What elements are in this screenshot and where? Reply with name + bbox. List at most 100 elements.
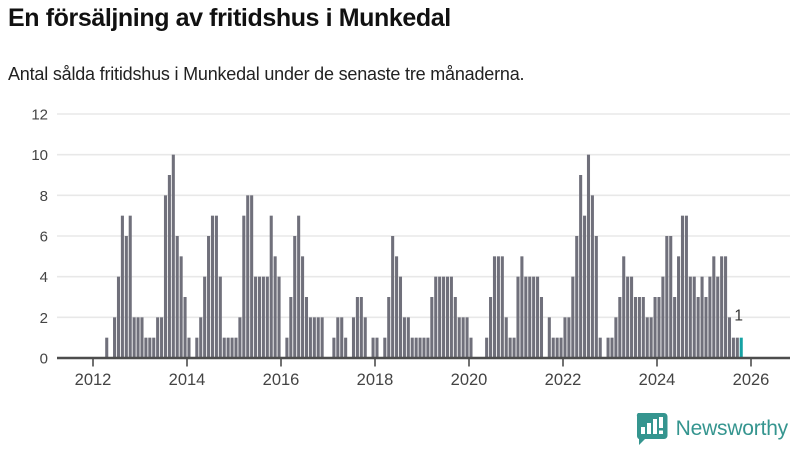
bar xyxy=(626,276,630,358)
bar xyxy=(547,317,551,358)
bar xyxy=(696,297,700,358)
bar xyxy=(465,317,469,358)
bar xyxy=(579,175,583,358)
bar xyxy=(398,276,403,358)
bar xyxy=(708,276,712,358)
bar xyxy=(457,317,461,358)
bar xyxy=(406,317,410,358)
bar xyxy=(598,337,602,358)
bar xyxy=(199,317,203,358)
bar xyxy=(383,337,387,358)
bar xyxy=(653,297,657,358)
bar xyxy=(175,236,179,358)
last-value-label: 1 xyxy=(734,308,743,325)
bar xyxy=(187,337,191,358)
bar xyxy=(332,337,336,358)
bar xyxy=(559,337,563,358)
bar xyxy=(148,337,152,358)
y-axis-label: 8 xyxy=(40,188,48,205)
bar xyxy=(257,276,262,358)
bar xyxy=(500,256,504,358)
bar xyxy=(489,297,493,358)
bar xyxy=(410,337,414,358)
bar xyxy=(265,276,269,358)
bar xyxy=(230,337,234,358)
bar xyxy=(649,317,653,358)
bar xyxy=(351,317,356,358)
bar xyxy=(308,317,312,358)
y-axis-label: 4 xyxy=(40,269,48,286)
bar xyxy=(590,195,594,358)
y-axis-label: 0 xyxy=(40,351,48,368)
bar xyxy=(633,297,638,358)
bar xyxy=(203,276,207,358)
bar xyxy=(716,276,720,358)
bar xyxy=(504,317,508,358)
bar xyxy=(418,337,422,358)
bar xyxy=(563,317,567,358)
y-axis-label: 2 xyxy=(40,310,48,327)
bar xyxy=(167,175,171,358)
bar xyxy=(320,317,324,358)
bar xyxy=(426,337,430,358)
bar xyxy=(528,276,532,358)
bar xyxy=(226,337,230,358)
bar xyxy=(496,256,500,358)
bar xyxy=(684,215,688,358)
x-axis-label: 2022 xyxy=(545,371,582,389)
bar xyxy=(301,256,305,358)
bar xyxy=(132,317,136,358)
bar xyxy=(285,337,289,358)
bar xyxy=(344,337,348,358)
bar xyxy=(261,276,265,358)
bar xyxy=(304,297,309,358)
bar xyxy=(336,317,340,358)
bar xyxy=(120,215,124,358)
bar xyxy=(657,297,661,358)
newsworthy-bubble-icon xyxy=(636,413,668,445)
bar xyxy=(469,337,473,358)
x-axis-label: 2026 xyxy=(733,371,770,389)
bar xyxy=(250,195,254,358)
bar xyxy=(210,215,215,358)
bar xyxy=(128,215,132,358)
newsworthy-logo: Newsworthy xyxy=(634,412,788,445)
bar xyxy=(594,236,598,358)
bar xyxy=(637,297,641,358)
bar xyxy=(156,317,160,358)
bar xyxy=(704,297,708,358)
x-axis-label: 2024 xyxy=(639,371,676,389)
newsworthy-logo-text: Newsworthy xyxy=(675,416,789,440)
bar xyxy=(539,297,544,358)
logo-exclamation-dot xyxy=(658,430,663,434)
bar xyxy=(124,236,128,358)
bar xyxy=(422,337,426,358)
bar xyxy=(254,276,258,358)
x-axis-label: 2012 xyxy=(75,371,112,389)
bar xyxy=(665,236,669,358)
y-axis-label: 12 xyxy=(31,107,48,124)
x-axis-label: 2018 xyxy=(357,371,394,389)
bar xyxy=(163,195,168,358)
bar xyxy=(735,337,739,358)
bar xyxy=(375,337,379,358)
bar xyxy=(363,317,367,358)
logo-bar-3 xyxy=(652,419,657,434)
bar xyxy=(234,337,238,358)
bar xyxy=(700,276,704,358)
bar xyxy=(645,317,649,358)
bar xyxy=(438,276,442,358)
bar xyxy=(312,317,316,358)
bar xyxy=(355,297,359,358)
bar xyxy=(524,276,528,358)
bar xyxy=(293,236,297,358)
bar xyxy=(183,297,187,358)
bar xyxy=(555,337,559,358)
bar xyxy=(532,276,536,358)
bar xyxy=(485,337,489,358)
bar xyxy=(179,256,183,358)
bar xyxy=(692,276,696,358)
bar xyxy=(434,276,438,358)
chart-subtitle: Antal sålda fritidshus i Munkedal under … xyxy=(8,64,525,84)
